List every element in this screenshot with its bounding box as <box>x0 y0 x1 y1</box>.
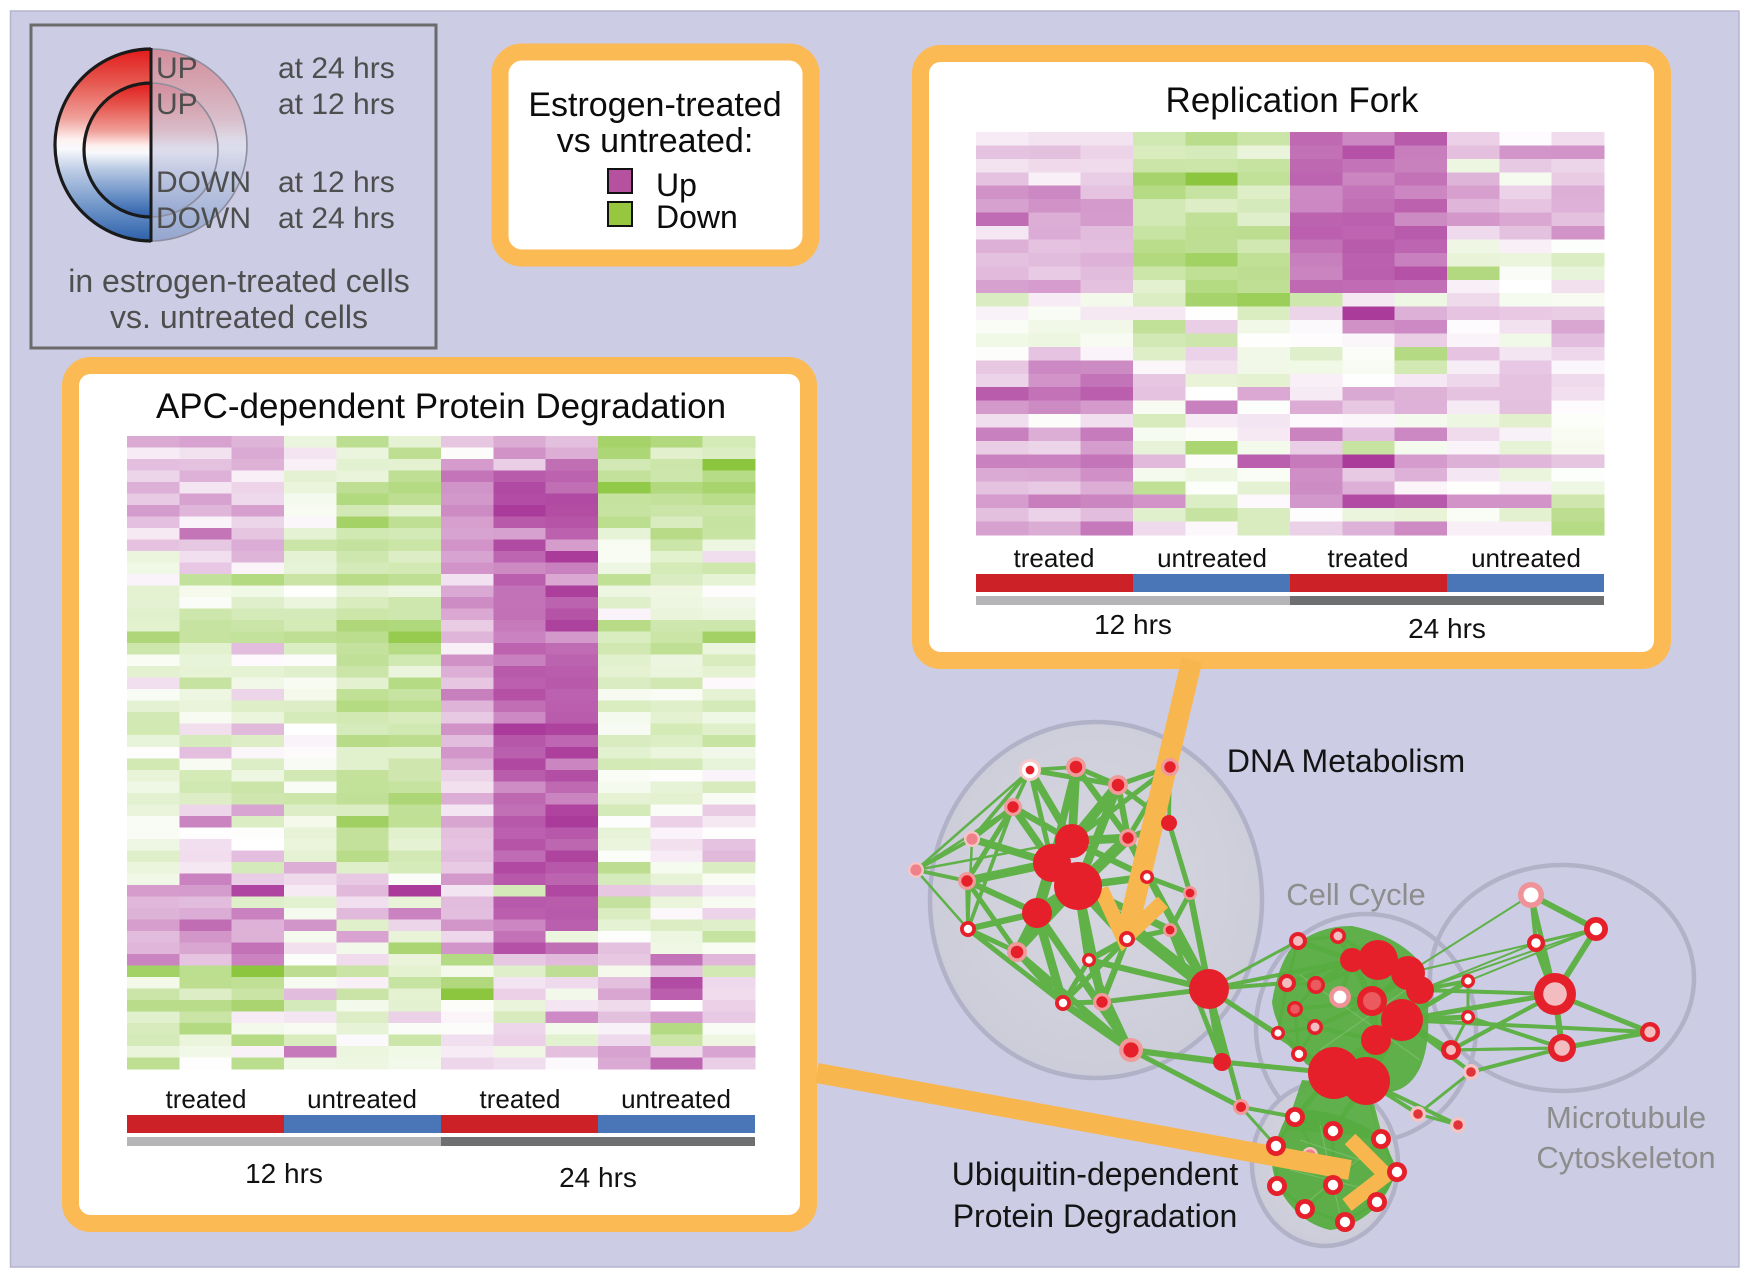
svg-text:APC-dependent Protein Degradat: APC-dependent Protein Degradation <box>156 387 726 426</box>
svg-text:untreated: untreated <box>1471 543 1581 573</box>
svg-text:Replication Fork: Replication Fork <box>1166 81 1419 120</box>
svg-text:12 hrs: 12 hrs <box>245 1158 323 1189</box>
svg-text:treated: treated <box>166 1084 247 1114</box>
svg-text:untreated: untreated <box>1157 543 1267 573</box>
svg-text:at 12 hrs: at 12 hrs <box>278 88 395 121</box>
svg-text:at 24 hrs: at 24 hrs <box>278 202 395 235</box>
svg-text:in estrogen-treated cells: in estrogen-treated cells <box>68 263 410 299</box>
svg-text:Estrogen-treated: Estrogen-treated <box>528 86 781 124</box>
svg-text:untreated: untreated <box>307 1084 417 1114</box>
svg-text:UP: UP <box>156 88 198 121</box>
svg-text:vs. untreated cells: vs. untreated cells <box>110 299 368 335</box>
svg-text:DOWN: DOWN <box>156 202 251 235</box>
svg-text:Down: Down <box>656 199 738 235</box>
svg-text:treated: treated <box>480 1084 561 1114</box>
svg-text:untreated: untreated <box>621 1084 731 1114</box>
svg-text:24 hrs: 24 hrs <box>1408 613 1486 644</box>
svg-text:Up: Up <box>656 167 697 203</box>
svg-text:DNA Metabolism: DNA Metabolism <box>1227 743 1465 779</box>
svg-text:UP: UP <box>156 52 198 85</box>
svg-text:treated: treated <box>1014 543 1095 573</box>
svg-text:Protein Degradation: Protein Degradation <box>953 1198 1238 1234</box>
svg-text:12 hrs: 12 hrs <box>1094 609 1172 640</box>
svg-text:Microtubule: Microtubule <box>1546 1100 1706 1135</box>
svg-text:24 hrs: 24 hrs <box>559 1162 637 1193</box>
svg-text:Ubiquitin-dependent: Ubiquitin-dependent <box>952 1156 1239 1192</box>
svg-text:at 24 hrs: at 24 hrs <box>278 52 395 85</box>
svg-text:treated: treated <box>1328 543 1409 573</box>
svg-text:Cytoskeleton: Cytoskeleton <box>1536 1140 1715 1175</box>
svg-text:at 12 hrs: at 12 hrs <box>278 166 395 199</box>
svg-text:Cell Cycle: Cell Cycle <box>1286 877 1426 912</box>
svg-text:DOWN: DOWN <box>156 166 251 199</box>
svg-text:vs untreated:: vs untreated: <box>557 122 754 160</box>
